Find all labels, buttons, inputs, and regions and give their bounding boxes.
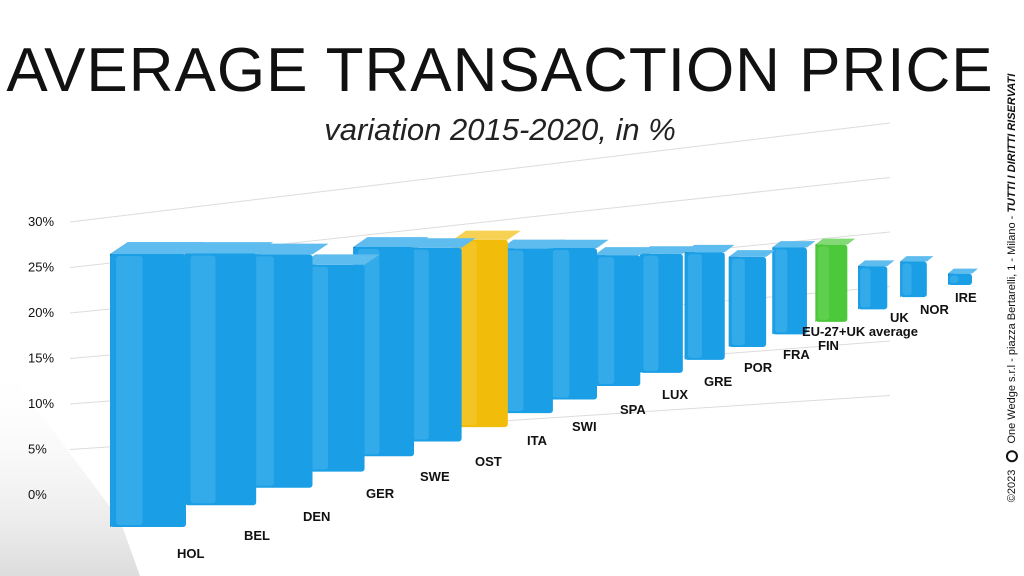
bar-ire: [948, 268, 978, 285]
chart-bars: [110, 230, 978, 527]
y-axis: 0% 5% 10% 15% 20% 25% 30%: [28, 214, 54, 502]
bar-hol: [110, 242, 204, 527]
bar-top-face: [815, 238, 856, 245]
x-tick-label: HOL: [177, 546, 205, 561]
x-tick-label: DEN: [303, 509, 330, 524]
bar-highlight: [505, 250, 524, 412]
y-tick-label: 10%: [28, 396, 54, 411]
bar-ita: [453, 230, 521, 428]
y-tick-label: 15%: [28, 351, 54, 366]
rights-reserved: TUTTI I DIRITTI RISERVATI: [1005, 73, 1018, 213]
x-tick-label: FRA: [783, 347, 810, 362]
bar-top-face: [110, 242, 204, 254]
x-tick-label: EU-27+UK average: [802, 324, 918, 339]
bar-highlight: [457, 241, 477, 426]
bar-top-face: [900, 256, 934, 262]
x-tick-label: FIN: [818, 338, 839, 353]
x-tick-label: SWE: [420, 469, 450, 484]
bar-fra: [728, 250, 776, 348]
bar-top-face: [639, 246, 694, 254]
bar-highlight: [190, 255, 216, 504]
x-tick-label: OST: [475, 454, 502, 469]
x-tick-label: POR: [744, 360, 773, 375]
bar-por: [684, 244, 735, 360]
x-tick-label: GRE: [704, 374, 733, 389]
bar-highlight: [817, 246, 830, 320]
copyright-year: ©2023: [1005, 469, 1018, 503]
x-tick-label: SPA: [620, 402, 646, 417]
bar-top-face: [594, 247, 652, 256]
bar-highlight: [643, 255, 659, 371]
bar-top-face: [548, 239, 609, 249]
bar-highlight: [775, 249, 788, 333]
y-tick-label: 5%: [28, 442, 47, 457]
bar-spa: [548, 239, 609, 400]
x-tick-label: UK: [890, 310, 909, 325]
copyright-footer: ©2023 One Wedge s.r.l - piazza Bertarell…: [1005, 73, 1019, 503]
bar-top-face: [353, 237, 429, 248]
bar-highlight: [949, 275, 959, 283]
bar-highlight: [598, 257, 615, 385]
bar-top-face: [184, 242, 274, 254]
x-tick-label: BEL: [244, 528, 270, 543]
bar-highlight: [731, 258, 745, 346]
one-wedge-logo-icon: [1006, 450, 1019, 463]
x-axis-labels: HOL BEL DEN GER SWE OST ITA SWI SPA LUX GRE POR FRA F…: [177, 290, 977, 561]
gridline: [69, 122, 891, 223]
x-tick-label: LUX: [662, 387, 688, 402]
company-address: One Wedge s.r.l - piazza Bertarelli, 1 -…: [1005, 212, 1018, 444]
y-tick-label: 25%: [28, 260, 54, 275]
y-tick-label: 30%: [28, 214, 54, 229]
bar-top-face: [300, 254, 380, 265]
bar-highlight: [902, 263, 912, 296]
bar-highlight: [552, 250, 570, 398]
page-title: AVERAGE TRANSACTION PRICE: [6, 36, 994, 105]
x-tick-label: ITA: [527, 433, 548, 448]
bar-highlight: [116, 256, 143, 525]
y-tick-label: 0%: [28, 487, 47, 502]
page-subtitle: variation 2015-2020, in %: [324, 112, 676, 147]
chart-floor-shadow: [0, 360, 140, 576]
y-tick-label: 20%: [28, 305, 54, 320]
bar-top-face: [772, 241, 816, 248]
bar-fin: [772, 241, 816, 335]
bar-lux: [594, 247, 652, 387]
bar-top-face: [948, 268, 978, 274]
bar-highlight: [250, 256, 274, 486]
bar-top-face: [728, 250, 776, 257]
bar-top-face: [684, 244, 735, 253]
bar-nor: [900, 256, 934, 298]
x-tick-label: GER: [366, 486, 395, 501]
x-tick-label: SWI: [572, 419, 597, 434]
bar-gre: [639, 246, 694, 373]
bar-bel: [184, 242, 274, 506]
x-tick-label: NOR: [920, 302, 950, 317]
bar-highlight: [687, 254, 702, 358]
bar-top-face: [501, 239, 566, 249]
bar-uk: [858, 260, 895, 310]
bar-highlight: [860, 268, 871, 308]
bar-eu-27-uk-average: [815, 238, 856, 322]
bar-top-face: [858, 260, 895, 267]
x-tick-label: IRE: [955, 290, 977, 305]
bar-top-face: [453, 230, 521, 240]
